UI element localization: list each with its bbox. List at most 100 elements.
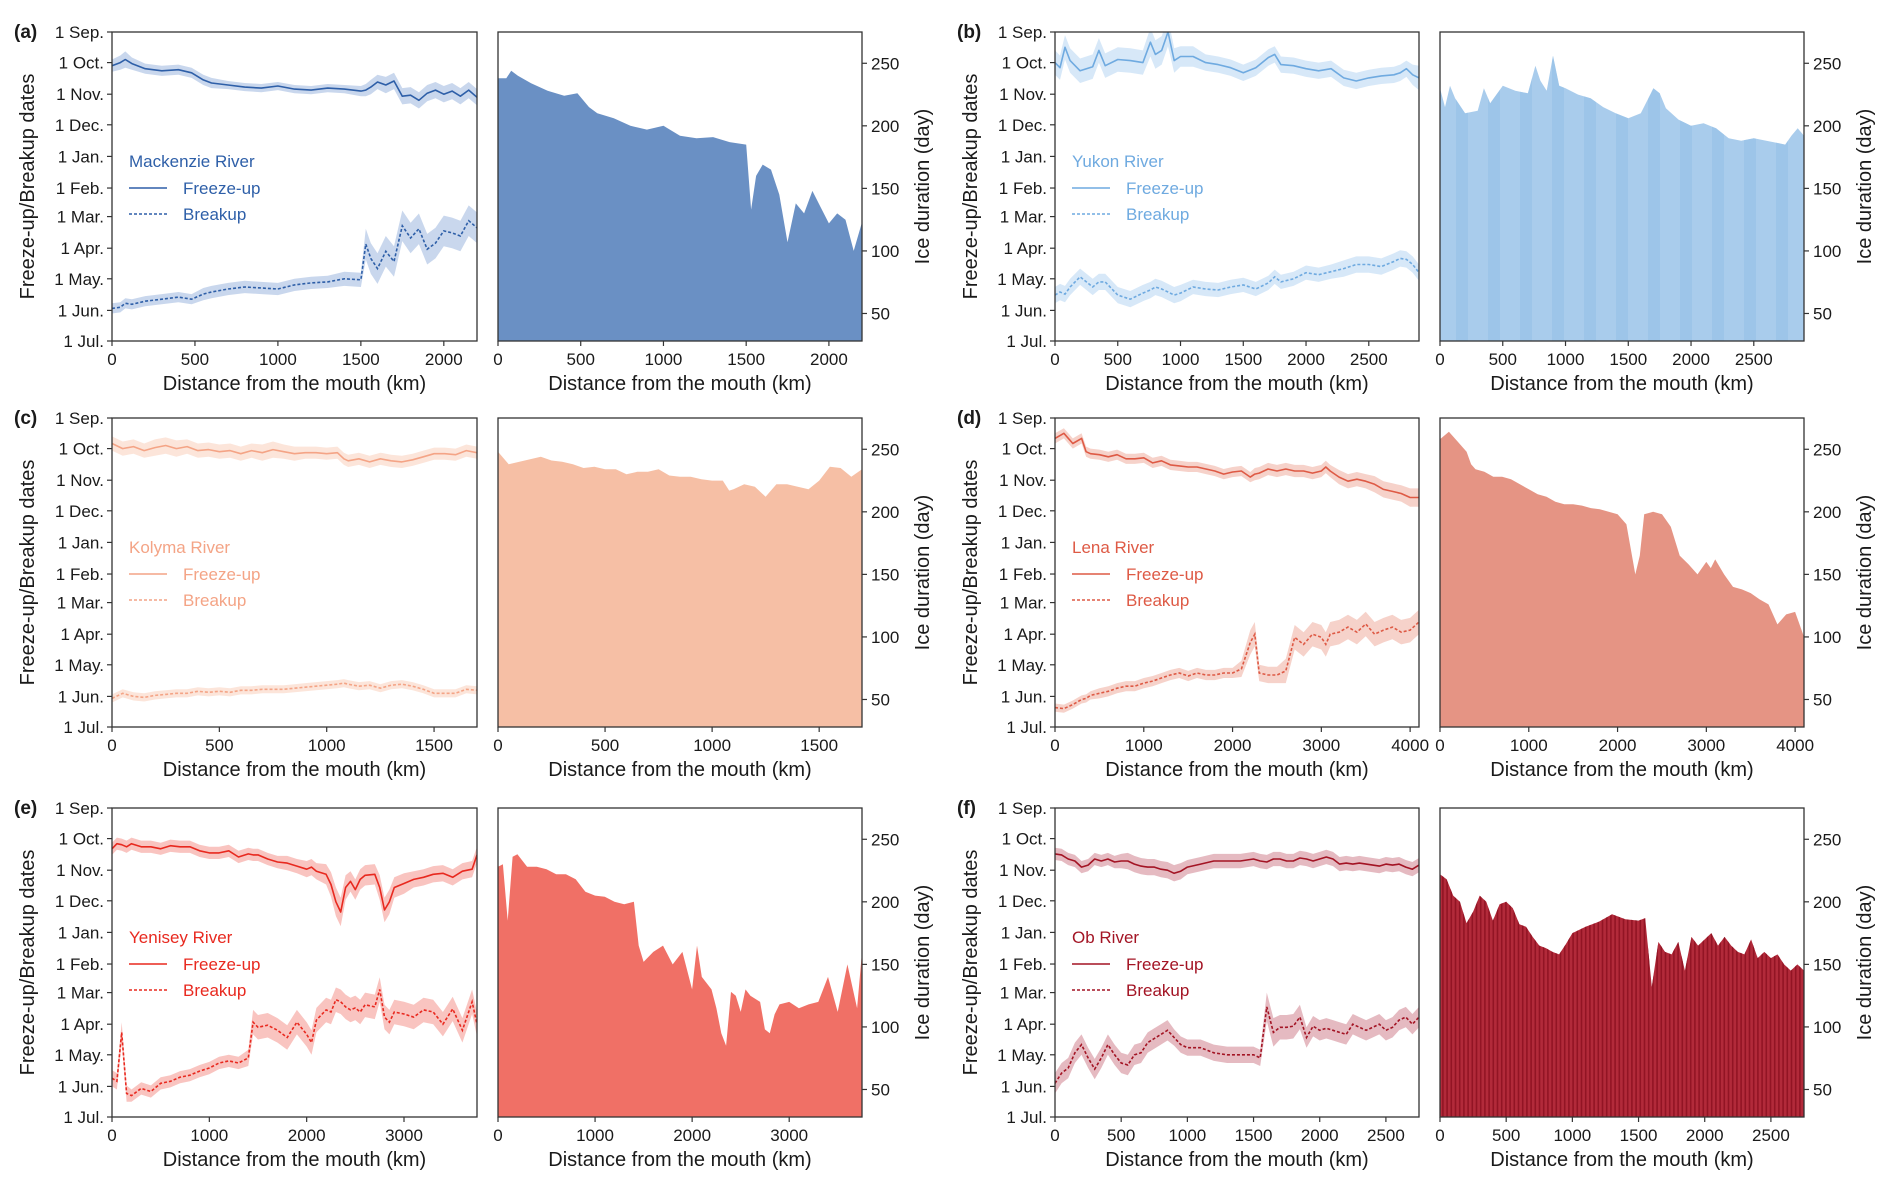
ice-duration-bar <box>1652 874 1654 1117</box>
duration-tick-label: 200 <box>1813 893 1841 912</box>
breakup-uncertainty-band <box>1055 250 1419 308</box>
dates-plot: 1 Sep. 1 Oct. 1 Nov. 1 Dec. 1 Jan. 1 Feb. 1 Ma… <box>960 409 1429 781</box>
duration-plot-frame <box>1439 31 1805 342</box>
x-tick-label: 1500 <box>415 736 453 755</box>
date-tick-label: 1 Feb. <box>56 955 104 974</box>
freeze-up-line <box>112 58 477 102</box>
ice-duration-bar <box>1631 874 1633 1117</box>
x-tick-label: 2000 <box>425 350 463 369</box>
duration-tick-label: 100 <box>871 1018 899 1037</box>
x-tick-label: 0 <box>1435 350 1444 369</box>
ice-duration-bar <box>1643 874 1646 1117</box>
panel-label: (c) <box>14 408 37 429</box>
x-axis-title: Distance from the mouth (km) <box>1490 1149 1753 1171</box>
ice-duration-bar <box>1799 874 1801 1117</box>
freeze-up-line <box>1055 853 1419 875</box>
ice-duration-bar <box>1773 874 1776 1117</box>
breakup-line <box>112 682 477 700</box>
ice-duration-bar <box>1530 874 1532 1117</box>
ice-duration-bar <box>1656 874 1658 1117</box>
duration-tick-label: 100 <box>871 628 899 647</box>
duration-tick-label: 250 <box>1813 54 1841 73</box>
duration-tick-label: 50 <box>871 304 890 323</box>
duration-tick-label: 250 <box>871 440 899 459</box>
x-tick-label: 3000 <box>1302 736 1340 755</box>
ice-duration-bar <box>1689 874 1692 1117</box>
date-tick-label: 1 May. <box>54 1046 104 1065</box>
ice-duration-bar <box>1626 874 1629 1117</box>
ice-duration-bar <box>1752 874 1755 1117</box>
date-tick-label: 1 Dec. <box>998 892 1047 911</box>
ice-duration-bar <box>1698 874 1700 1117</box>
date-tick-label: 1 Mar. <box>57 594 104 613</box>
date-tick-label: 1 Mar. <box>1000 594 1047 613</box>
ice-duration-bar <box>1731 874 1734 1117</box>
legend-breakup-label: Breakup <box>1126 205 1189 224</box>
duration-tick-label: 200 <box>871 893 899 912</box>
dates-plot-frame <box>1054 807 1420 1118</box>
breakup-uncertainty-band <box>112 205 477 314</box>
duration-plot-frame <box>497 417 863 728</box>
duration-tick-label: 150 <box>871 565 899 584</box>
dates-plot: 1 Sep. 1 Oct. 1 Nov. 1 Dec. 1 Jan. 1 Feb. 1 Ma… <box>960 23 1420 395</box>
legend-freeze-up-label: Freeze-up <box>1126 565 1203 584</box>
y-axis-title-dates: Freeze-up/Breakup dates <box>17 460 39 686</box>
x-tick-label: 1500 <box>727 350 765 369</box>
legend-river-name: Yenisey River <box>129 928 233 947</box>
x-tick-label: 0 <box>1050 350 1059 369</box>
duration-tick-label: 150 <box>871 179 899 198</box>
x-tick-label: 1500 <box>800 736 838 755</box>
x-tick-label: 2500 <box>1367 1126 1405 1145</box>
duration-tick-label: 150 <box>1813 179 1841 198</box>
freeze-up-line <box>112 442 477 463</box>
date-tick-label: 1 Sep. <box>55 799 104 818</box>
x-tick-label: 2000 <box>1672 350 1710 369</box>
ice-duration-bar <box>1790 874 1793 1117</box>
duration-plot: 50 100 150 200 250 0 1000 2000 3000 4000 Distance … <box>1435 417 1876 781</box>
breakup-line <box>112 989 477 1097</box>
ice-duration-bar <box>1635 874 1637 1117</box>
legend-river-name: Kolyma River <box>129 538 230 557</box>
ice-duration-bar <box>1580 874 1583 1117</box>
ice-duration-bar <box>1500 874 1503 1117</box>
ice-duration-bar <box>1712 55 1724 341</box>
x-tick-label: 0 <box>107 1126 116 1145</box>
ice-duration-bar <box>1647 874 1650 1117</box>
date-tick-label: 1 Jan. <box>58 533 104 552</box>
panel-f: 1 Sep. 1 Oct. 1 Nov. 1 Dec. 1 Jan. 1 Feb. 1 Ma… <box>957 798 1876 1171</box>
panel-label: (f) <box>957 798 976 819</box>
date-tick-label: 1 Nov. <box>56 471 104 490</box>
date-tick-label: 1 May. <box>54 270 104 289</box>
x-tick-label: 1000 <box>1510 736 1548 755</box>
duration-tick-label: 100 <box>871 242 899 261</box>
ice-duration-bar <box>1622 874 1625 1117</box>
dates-plot: 1 Sep. 1 Oct. 1 Nov. 1 Dec. 1 Jan. 1 Feb. 1 Ma… <box>960 799 1420 1171</box>
ice-duration-bar <box>1593 874 1595 1117</box>
x-axis-title: Distance from the mouth (km) <box>163 759 426 781</box>
date-tick-label: 1 Jul. <box>63 1108 104 1127</box>
x-tick-label: 4000 <box>1776 736 1814 755</box>
ice-duration-bar <box>1526 874 1528 1117</box>
legend-river-name: Ob River <box>1072 928 1139 947</box>
ice-duration-bar <box>1664 874 1667 1117</box>
ice-duration-bar <box>1648 55 1660 341</box>
panel-c: 1 Sep. 1 Oct. 1 Nov. 1 Dec. 1 Jan. 1 Feb. 1 Ma… <box>14 408 934 781</box>
x-tick-label: 4000 <box>1391 736 1429 755</box>
ice-duration-bar <box>1475 874 1478 1117</box>
ice-duration-bar <box>1479 874 1482 1117</box>
date-tick-label: 1 Sep. <box>55 409 104 428</box>
x-tick-label: 0 <box>493 736 502 755</box>
ice-duration-bar <box>1492 874 1495 1117</box>
ice-duration-bar <box>1668 874 1671 1117</box>
freeze-up-uncertainty-band <box>1055 428 1419 507</box>
x-tick-label: 1000 <box>693 736 731 755</box>
duration-tick-label: 100 <box>1813 1018 1841 1037</box>
legend-breakup-label: Breakup <box>183 981 246 1000</box>
ice-duration-bar <box>1715 874 1717 1117</box>
ice-duration-bar <box>1555 874 1558 1117</box>
ice-duration-bar <box>1538 874 1541 1117</box>
ice-duration-bar <box>1727 874 1730 1117</box>
ice-duration-bar <box>1614 874 1616 1117</box>
x-tick-label: 1000 <box>1547 350 1585 369</box>
